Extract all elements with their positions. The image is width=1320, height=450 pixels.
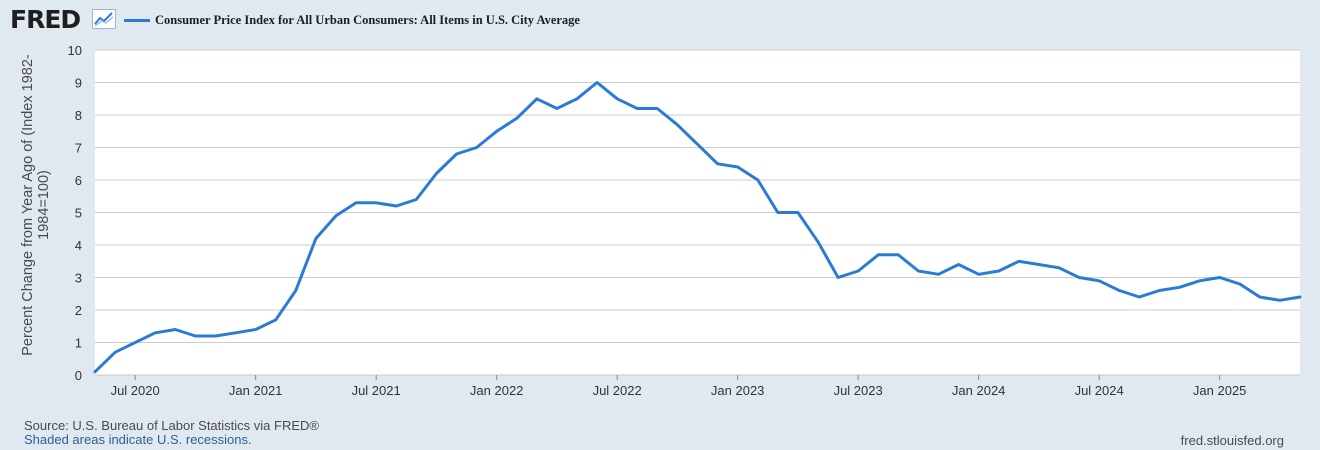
chart-line-icon [92, 9, 116, 29]
x-tick-label: Jul 2024 [1075, 383, 1124, 398]
line-chart: 0 1 2 3 4 5 6 7 8 9 10 Jul 2020 Jan 2021 Jul 2021 Jan … [68, 43, 1302, 398]
x-tick-label: Jul 2023 [834, 383, 883, 398]
x-tick-label: Jan 2021 [229, 383, 283, 398]
x-tick-label: Jul 2022 [593, 383, 642, 398]
y-tick-label: 6 [75, 173, 82, 188]
y-tick-label: 0 [75, 368, 82, 383]
y-tick-label: 7 [75, 141, 82, 156]
x-tick-label: Jan 2025 [1193, 383, 1247, 398]
cpi-series-line [93, 81, 1302, 374]
recession-note[interactable]: Shaded areas indicate U.S. recessions. [24, 432, 252, 447]
y-tick-label: 2 [75, 303, 82, 318]
legend-swatch [124, 19, 150, 22]
fred-url[interactable]: fred.stlouisfed.org [1180, 433, 1284, 448]
y-tick-label: 9 [75, 76, 82, 91]
x-tick-label: Jan 2024 [952, 383, 1006, 398]
y-tick-label: 4 [75, 238, 82, 253]
x-tick-label: Jan 2023 [711, 383, 765, 398]
source-note: Source: U.S. Bureau of Labor Statistics … [24, 418, 319, 433]
y-tick-label: 8 [75, 108, 82, 123]
x-tick-label: Jan 2022 [470, 383, 524, 398]
y-tick-label: 5 [75, 206, 82, 221]
y-tick-label: 1 [75, 336, 82, 351]
legend-label: Consumer Price Index for All Urban Consu… [155, 13, 580, 27]
y-tick-label: 3 [75, 271, 82, 286]
y-tick-label: 10 [68, 43, 82, 58]
chart-legend: Consumer Price Index for All Urban Consu… [124, 13, 580, 28]
fred-logo[interactable]: FRED [10, 5, 81, 34]
x-tick-label: Jul 2021 [352, 383, 401, 398]
x-tick-label: Jul 2020 [111, 383, 160, 398]
